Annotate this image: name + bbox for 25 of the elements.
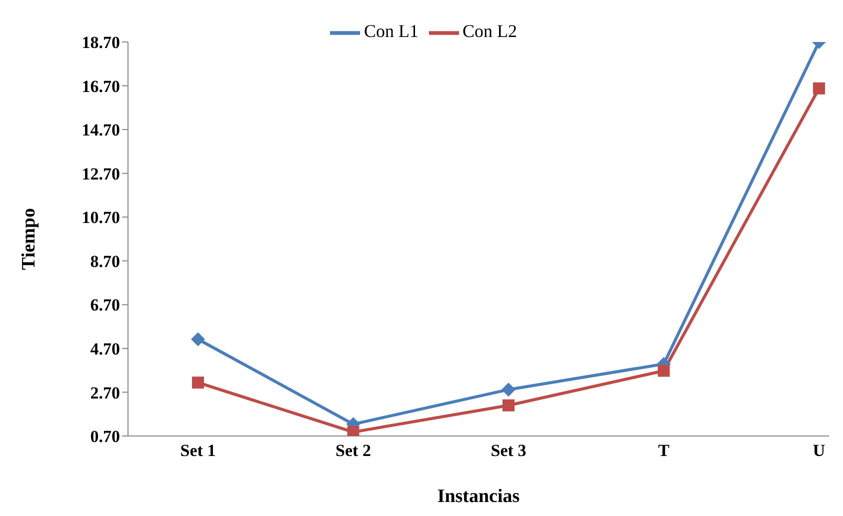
x-tick-label: Set 2 <box>336 441 371 460</box>
x-tick-label: U <box>812 441 826 460</box>
legend-label: Con L2 <box>462 21 518 42</box>
point <box>502 399 514 412</box>
point <box>192 376 204 389</box>
y-tick-label: 16.70 <box>82 76 120 96</box>
point <box>191 332 205 346</box>
y-tick-label: 4.70 <box>90 339 120 358</box>
x-tick-label: Set 3 <box>490 441 526 460</box>
y-tick-label: 10.70 <box>82 208 120 228</box>
y-tick-label: 8.70 <box>90 252 120 271</box>
y-tick-label: 18.70 <box>82 33 120 52</box>
x-axis-title: Instancias <box>437 486 520 507</box>
legend-label: Con L1 <box>364 21 418 42</box>
y-axis-title: Tiempo <box>18 208 40 270</box>
point <box>658 364 670 377</box>
y-tick-label: 14.70 <box>82 120 120 140</box>
x-tick-label: Set 1 <box>180 441 216 460</box>
y-tick-label: 2.70 <box>90 383 120 402</box>
x-tick-label: T <box>658 441 670 460</box>
y-tick-label: 12.70 <box>82 164 120 184</box>
y-tick-label: 6.70 <box>90 296 120 315</box>
point <box>502 382 516 397</box>
point <box>813 82 825 94</box>
y-tick-label: 0.70 <box>90 427 120 446</box>
